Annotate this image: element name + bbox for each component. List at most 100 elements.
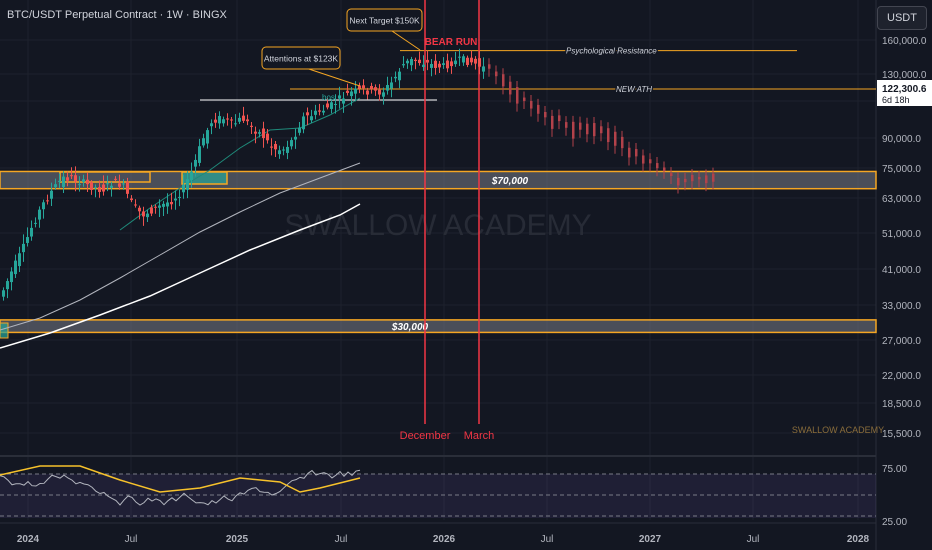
candle-body — [2, 290, 5, 297]
rsi-line — [0, 469, 361, 506]
candle-body — [418, 59, 421, 64]
time-tick-label: 2026 — [433, 534, 456, 545]
current-price-label: 122,300.6 — [882, 84, 927, 95]
candle-body — [314, 110, 317, 115]
projected-candle — [488, 64, 491, 69]
bos-label: bos — [322, 93, 335, 102]
attentions-callout-text: Attentions at $123K — [264, 54, 339, 64]
psych-resistance-label: Psychological Resistance — [566, 47, 657, 56]
price-tick-label: 75,000.0 — [882, 164, 921, 175]
price-tick-label: 41,000.0 — [882, 265, 921, 276]
price-tick-label: 130,000.0 — [882, 70, 927, 81]
candle-body — [118, 183, 121, 187]
candle-body — [310, 116, 313, 121]
candle-body — [138, 207, 141, 212]
candle-body — [374, 87, 377, 91]
candle-body — [406, 60, 409, 64]
candle-body — [78, 184, 81, 186]
projected-candle — [558, 115, 561, 122]
small-watermark-text: SWALLOW ACADEMY — [792, 425, 884, 435]
candle-body — [394, 76, 397, 79]
candle-body — [182, 184, 185, 193]
candle-body — [430, 64, 433, 68]
projected-candle — [551, 115, 554, 129]
current-price-box — [877, 80, 932, 106]
time-tick-label: 2025 — [226, 534, 249, 545]
projected-candle — [579, 122, 582, 130]
projected-candle — [635, 149, 638, 157]
candle-body — [258, 132, 261, 134]
time-tick-label: 2024 — [17, 534, 40, 545]
currency-button[interactable]: USDT — [877, 6, 927, 30]
candle-body — [166, 202, 169, 207]
candle-body — [14, 260, 17, 275]
price-tick-label: 27,000.0 — [882, 336, 921, 347]
candle-body — [274, 144, 277, 150]
time-tick-label: 2028 — [847, 534, 870, 545]
price-tick-label: 33,000.0 — [882, 301, 921, 312]
rsi-ma-line — [0, 465, 361, 493]
projected-candle — [656, 163, 659, 169]
candle-body — [66, 177, 69, 181]
candle-body — [470, 57, 473, 63]
candle-body — [10, 271, 13, 283]
candle-body — [134, 204, 137, 206]
candle-body — [58, 180, 61, 182]
projected-candle — [649, 159, 652, 164]
candle-body — [402, 64, 405, 66]
candle-body — [234, 123, 237, 125]
candle-body — [318, 110, 321, 112]
candle-body — [366, 90, 369, 95]
candle-body — [458, 56, 461, 58]
time-tick-label: 2027 — [639, 534, 662, 545]
candle-body — [422, 64, 425, 67]
candle-body — [102, 184, 105, 192]
projected-candle — [628, 147, 631, 158]
ma-100-line — [0, 203, 361, 349]
price-tick-label: 63,000.0 — [882, 194, 921, 205]
candle-body — [238, 117, 241, 122]
candle-body — [326, 103, 329, 108]
projected-candle — [621, 136, 624, 149]
candle-body — [194, 159, 197, 167]
projected-candle — [593, 123, 596, 137]
price-tick-label: 51,000.0 — [882, 229, 921, 240]
candle-body — [474, 58, 477, 64]
candle-body — [382, 92, 385, 97]
candle-body — [114, 178, 117, 180]
zone-30k — [0, 319, 877, 334]
watermark-text: SWALLOW ACADEMY — [284, 209, 591, 242]
candle-body — [378, 89, 381, 95]
candle-body — [122, 183, 125, 185]
projected-candle — [677, 177, 680, 186]
candle-body — [230, 119, 233, 121]
projected-candle — [572, 121, 575, 139]
countdown-label: 6d 18h — [882, 95, 910, 105]
new-ath-label: NEW ATH — [616, 85, 652, 94]
candle-body — [390, 82, 393, 89]
projected-candle — [495, 71, 498, 77]
projected-candle — [509, 81, 512, 95]
candle-body — [46, 200, 49, 202]
candle-body — [98, 187, 101, 192]
projected-candle — [691, 174, 694, 182]
projected-candle — [670, 173, 673, 177]
candle-body — [410, 59, 413, 66]
candle-body — [450, 61, 453, 67]
candle-body — [290, 140, 293, 147]
candle-body — [434, 60, 437, 68]
candle-body — [82, 179, 85, 182]
candle-body — [34, 222, 37, 224]
candle-body — [254, 131, 257, 134]
next-target-callout-text: Next Target $150K — [349, 16, 420, 26]
candle-body — [94, 187, 97, 189]
candle-body — [6, 281, 9, 290]
candle-body — [62, 176, 65, 188]
candle-body — [38, 209, 41, 220]
candle-body — [186, 179, 189, 190]
projected-candle — [684, 178, 687, 183]
candle-body — [74, 175, 77, 182]
candle-body — [414, 59, 417, 61]
candle-body — [386, 85, 389, 91]
